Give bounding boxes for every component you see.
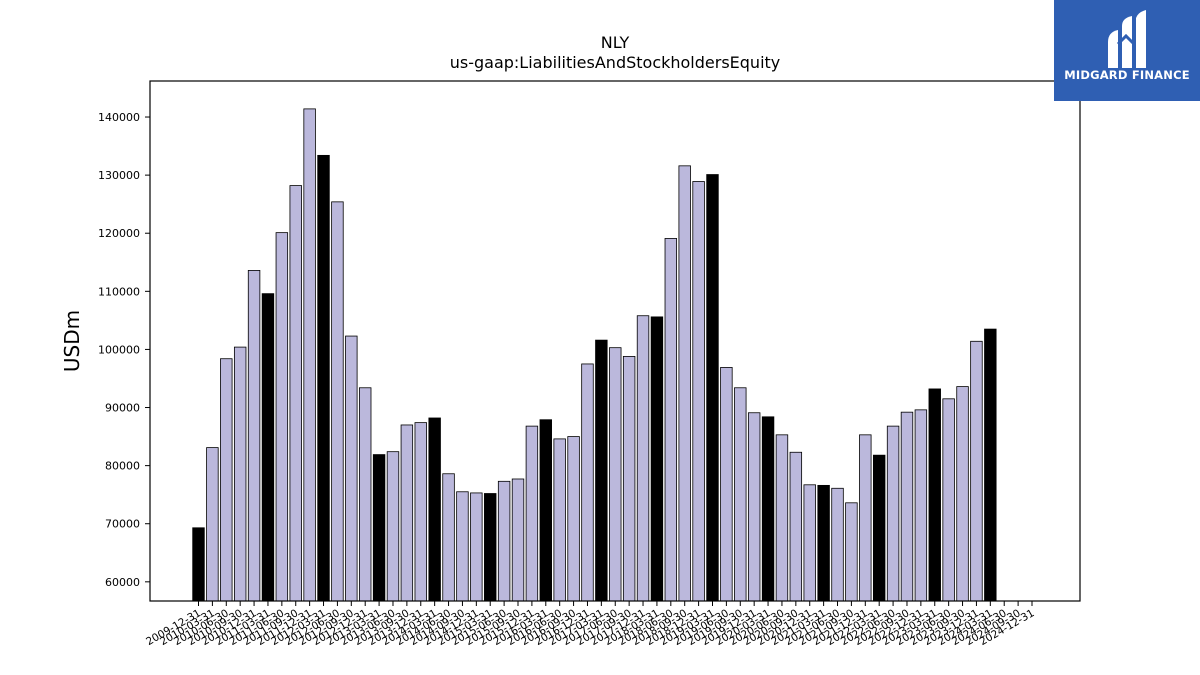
- bar-2011-09-30: [289, 185, 302, 602]
- y-tick-label: 120000: [98, 227, 140, 240]
- bar-2015-06-30: [497, 480, 511, 602]
- bar-2021-06-30: [831, 487, 844, 602]
- bar-2017-03-31: [595, 339, 608, 602]
- bar-2014-03-31: [428, 417, 441, 602]
- bar-2015-03-31: [484, 493, 497, 602]
- x-axis-ticks: 2009-12-312010-03-312010-06-302010-09-30…: [144, 601, 1037, 648]
- bar-2018-09-30: [678, 165, 691, 602]
- bar-2020-06-30: [775, 434, 789, 602]
- bar-2013-03-31: [372, 454, 386, 602]
- bar-2015-12-31: [525, 425, 539, 602]
- bar-2012-12-31: [358, 387, 372, 602]
- bar-2023-12-31: [970, 340, 983, 602]
- bar-2009-12-31: [192, 527, 205, 602]
- bar-2020-12-31: [803, 484, 816, 602]
- brand-name: MIDGARD FINANCE: [1064, 68, 1190, 82]
- chart-subtitle: us-gaap:LiabilitiesAndStockholdersEquity: [450, 53, 781, 72]
- bar-2014-06-30: [442, 473, 455, 602]
- bar-2013-09-30: [400, 424, 414, 602]
- bar-2018-06-30: [664, 238, 678, 602]
- y-tick-label: 100000: [98, 343, 140, 356]
- bar-2014-12-31: [470, 492, 483, 602]
- bar-2011-12-31: [303, 108, 316, 602]
- bar-2016-06-30: [553, 438, 566, 602]
- bar-2016-12-31: [581, 363, 594, 602]
- bar-2011-03-31: [261, 293, 275, 602]
- bar-2022-09-30: [900, 411, 914, 602]
- bar-2012-06-30: [331, 201, 344, 602]
- bar-2020-03-31: [761, 416, 775, 602]
- bar-2023-03-31: [928, 388, 941, 602]
- bar-2015-09-30: [511, 478, 525, 602]
- bar-2019-09-30: [734, 387, 747, 602]
- bar-2018-12-31: [692, 181, 705, 602]
- bar-2017-09-30: [622, 355, 636, 602]
- bar-2017-12-31: [636, 315, 650, 602]
- bar-2016-03-31: [539, 419, 552, 602]
- bar-2021-12-31: [859, 434, 872, 602]
- y-axis-ticks: 60000 70000 80000 90000 100000 110000 120000 13…: [98, 111, 150, 589]
- bar-2010-12-31: [247, 270, 261, 602]
- bar-2010-09-30: [233, 346, 247, 602]
- y-tick-label: 70000: [105, 518, 140, 531]
- bar-2010-06-30: [220, 358, 233, 602]
- y-tick-label: 90000: [105, 402, 140, 415]
- bar-2020-09-30: [789, 451, 803, 602]
- bar-2013-12-31: [414, 422, 427, 602]
- y-tick-label: 80000: [105, 460, 140, 473]
- midgard-m-logo-icon: [1108, 10, 1146, 68]
- y-tick-label: 110000: [98, 285, 140, 298]
- bar-2019-06-30: [720, 367, 733, 602]
- plot-frame: [149, 80, 1081, 602]
- bar-2019-12-31: [747, 412, 761, 602]
- bar-2012-03-31: [317, 154, 330, 602]
- bar-2011-06-30: [275, 232, 289, 602]
- bars-group: [192, 108, 997, 602]
- bar-2022-12-31: [914, 409, 928, 602]
- brand-logo: MIDGARD FINANCE: [1054, 0, 1200, 101]
- bar-2017-06-30: [609, 347, 622, 602]
- chart-title: NLY: [601, 33, 630, 52]
- bar-2014-09-30: [456, 491, 469, 602]
- y-axis-label: USDm: [60, 310, 84, 372]
- bar-2016-09-30: [567, 436, 580, 602]
- bar-2022-03-31: [872, 454, 886, 602]
- bar-2024-03-31: [984, 328, 997, 602]
- bar-2023-09-30: [956, 386, 969, 602]
- bar-2018-03-31: [650, 316, 664, 602]
- bar-2021-03-31: [817, 484, 830, 602]
- bar-2012-09-30: [345, 335, 358, 602]
- bar-2013-06-30: [386, 451, 400, 602]
- y-tick-label: 130000: [98, 169, 140, 182]
- y-tick-label: 140000: [98, 111, 140, 124]
- bar-2010-03-31: [206, 447, 219, 602]
- bar-2019-03-31: [706, 174, 719, 602]
- bar-2023-06-30: [942, 398, 955, 602]
- y-tick-label: 60000: [105, 576, 140, 589]
- bar-2021-09-30: [845, 502, 858, 602]
- bar-2022-06-30: [886, 425, 900, 602]
